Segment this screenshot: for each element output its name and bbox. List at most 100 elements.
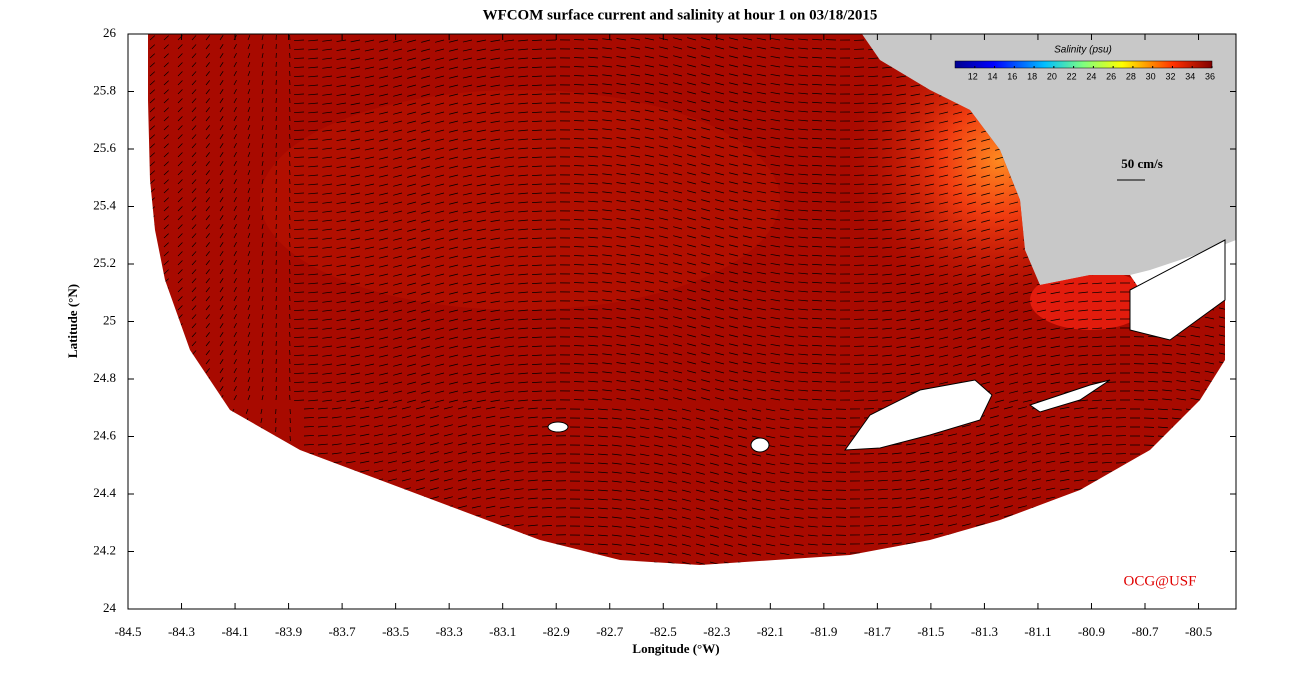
vector	[532, 66, 543, 68]
vector	[602, 317, 613, 320]
vector	[639, 417, 650, 421]
vector	[294, 156, 305, 158]
vector	[219, 197, 224, 203]
vector	[435, 309, 445, 313]
vector	[798, 101, 809, 104]
vector	[387, 469, 398, 473]
vector	[513, 407, 524, 410]
vector	[751, 552, 762, 556]
vector	[616, 74, 627, 77]
vector	[877, 542, 888, 545]
vector	[378, 381, 389, 385]
vector	[673, 253, 683, 257]
vector	[504, 255, 515, 258]
vector	[673, 334, 683, 338]
vector	[527, 479, 538, 482]
vector	[807, 498, 818, 501]
vector	[457, 496, 468, 500]
vector	[490, 345, 501, 348]
vector	[485, 514, 496, 518]
vector	[490, 246, 501, 249]
vector	[435, 273, 445, 277]
vector	[421, 156, 431, 160]
vector	[163, 35, 169, 41]
vector	[350, 300, 361, 304]
vector	[701, 226, 711, 230]
vector	[658, 64, 669, 68]
vector	[462, 165, 473, 169]
vector	[687, 172, 697, 176]
vector	[435, 219, 445, 223]
vector	[812, 101, 823, 104]
vector	[995, 363, 1005, 367]
vector	[910, 255, 921, 259]
vector	[476, 309, 487, 313]
vector	[429, 415, 439, 419]
vector	[177, 287, 183, 293]
vector	[611, 435, 622, 438]
vector	[658, 289, 669, 293]
vector	[462, 246, 473, 250]
vector	[219, 260, 224, 266]
vector	[541, 417, 552, 419]
vector	[393, 264, 403, 268]
vector	[233, 224, 237, 230]
vector	[476, 138, 487, 142]
vector	[630, 352, 641, 356]
vector	[673, 298, 683, 302]
vector	[995, 219, 1005, 223]
vector	[583, 435, 594, 437]
vector	[1087, 452, 1098, 455]
vector	[681, 516, 691, 520]
vector	[756, 388, 767, 392]
vector	[1218, 316, 1225, 320]
vector	[1045, 487, 1056, 491]
vector	[756, 199, 767, 203]
vector	[378, 354, 389, 358]
vector	[868, 165, 879, 168]
vector	[953, 363, 963, 367]
vector	[784, 65, 795, 68]
vector	[378, 318, 389, 322]
vector	[924, 273, 935, 277]
vector	[421, 246, 431, 250]
vector	[882, 75, 893, 78]
vector	[421, 336, 431, 340]
vector	[588, 137, 599, 140]
vector	[723, 516, 733, 520]
vector	[588, 200, 599, 203]
vector	[261, 349, 264, 356]
vector	[378, 327, 389, 331]
vector	[882, 363, 893, 366]
vector	[742, 190, 753, 194]
vector	[630, 343, 641, 347]
vector	[728, 91, 739, 95]
vector	[602, 56, 613, 59]
vector	[947, 433, 958, 437]
vector	[868, 228, 879, 231]
vector	[995, 273, 1005, 277]
vector	[518, 120, 529, 123]
vector	[504, 354, 515, 357]
vector	[644, 199, 655, 203]
vector	[695, 417, 705, 421]
vector	[891, 533, 902, 536]
vector	[527, 488, 538, 491]
vector	[177, 269, 183, 275]
vector	[882, 66, 893, 69]
vector	[308, 111, 319, 114]
vector	[770, 379, 781, 383]
vector	[938, 237, 949, 241]
vector	[421, 138, 431, 142]
vector	[588, 236, 599, 239]
vector	[868, 345, 879, 348]
vector	[953, 138, 963, 142]
vector	[583, 489, 594, 491]
vector	[364, 210, 375, 214]
vector	[681, 462, 691, 466]
vector	[435, 300, 445, 304]
vector	[393, 273, 403, 277]
vector	[448, 129, 459, 133]
vector	[485, 406, 496, 410]
vector	[485, 478, 496, 482]
